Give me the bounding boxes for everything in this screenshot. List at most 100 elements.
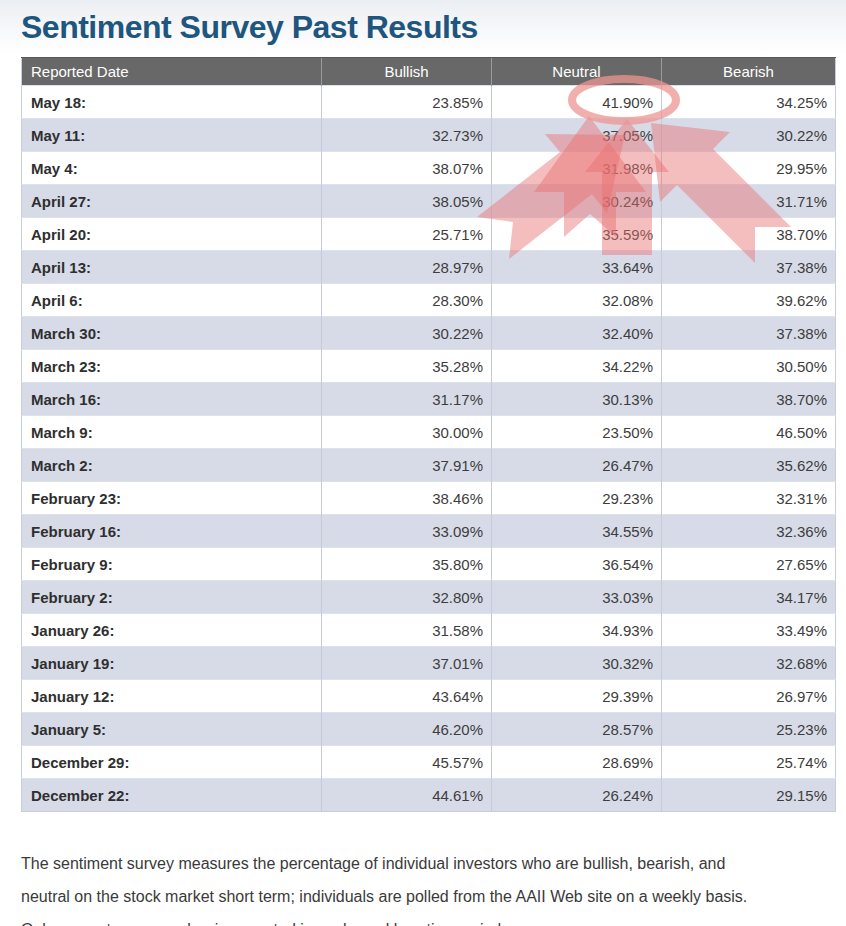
bearish-cell: 32.36% xyxy=(662,515,836,548)
date-cell: February 23: xyxy=(22,482,322,515)
date-cell: May 11: xyxy=(22,119,322,152)
column-header-bearish: Bearish xyxy=(662,58,836,86)
bullish-cell: 31.58% xyxy=(322,614,492,647)
bearish-cell: 26.97% xyxy=(662,680,836,713)
bullish-cell: 38.05% xyxy=(322,185,492,218)
neutral-cell: 23.50% xyxy=(492,416,662,449)
neutral-cell: 30.13% xyxy=(492,383,662,416)
survey-description: The sentiment survey measures the percen… xyxy=(21,847,826,926)
bearish-cell: 29.15% xyxy=(662,779,836,812)
bearish-cell: 38.70% xyxy=(662,218,836,251)
table-row: March 2:37.91%26.47%35.62% xyxy=(22,449,836,482)
table-row: April 20:25.71%35.59%38.70% xyxy=(22,218,836,251)
table-row: March 9:30.00%23.50%46.50% xyxy=(22,416,836,449)
neutral-cell: 31.98% xyxy=(492,152,662,185)
bearish-cell: 30.50% xyxy=(662,350,836,383)
date-cell: January 26: xyxy=(22,614,322,647)
bullish-cell: 28.30% xyxy=(322,284,492,317)
page: Sentiment Survey Past Results Reported D… xyxy=(0,0,846,926)
bearish-cell: 34.17% xyxy=(662,581,836,614)
table-row: February 16:33.09%34.55%32.36% xyxy=(22,515,836,548)
neutral-cell: 26.24% xyxy=(492,779,662,812)
table-header: Reported Date Bullish Neutral Bearish xyxy=(22,58,836,86)
table-row: December 29:45.57%28.69%25.74% xyxy=(22,746,836,779)
neutral-cell: 34.22% xyxy=(492,350,662,383)
table-body: May 18:23.85%41.90%34.25%May 11:32.73%37… xyxy=(22,86,836,812)
bullish-cell: 25.71% xyxy=(322,218,492,251)
bullish-cell: 45.57% xyxy=(322,746,492,779)
bullish-cell: 30.22% xyxy=(322,317,492,350)
survey-description-line: The sentiment survey measures the percen… xyxy=(21,847,826,880)
bearish-cell: 27.65% xyxy=(662,548,836,581)
column-header-bullish: Bullish xyxy=(322,58,492,86)
table-row: May 4:38.07%31.98%29.95% xyxy=(22,152,836,185)
table-header-row: Reported Date Bullish Neutral Bearish xyxy=(22,58,836,86)
table-row: March 30:30.22%32.40%37.38% xyxy=(22,317,836,350)
date-cell: May 4: xyxy=(22,152,322,185)
sentiment-results-table: Reported Date Bullish Neutral Bearish Ma… xyxy=(21,57,836,812)
neutral-cell: 35.59% xyxy=(492,218,662,251)
table-row: January 12:43.64%29.39%26.97% xyxy=(22,680,836,713)
date-cell: April 13: xyxy=(22,251,322,284)
date-cell: April 27: xyxy=(22,185,322,218)
table-row: April 27:38.05%30.24%31.71% xyxy=(22,185,836,218)
date-cell: January 12: xyxy=(22,680,322,713)
bearish-cell: 32.31% xyxy=(662,482,836,515)
neutral-cell: 41.90% xyxy=(492,86,662,119)
bullish-cell: 44.61% xyxy=(322,779,492,812)
neutral-cell: 33.64% xyxy=(492,251,662,284)
neutral-cell: 30.24% xyxy=(492,185,662,218)
neutral-cell: 34.55% xyxy=(492,515,662,548)
table-row: January 5:46.20%28.57%25.23% xyxy=(22,713,836,746)
table-row: February 2:32.80%33.03%34.17% xyxy=(22,581,836,614)
neutral-cell: 33.03% xyxy=(492,581,662,614)
table-row: April 6:28.30%32.08%39.62% xyxy=(22,284,836,317)
date-cell: December 29: xyxy=(22,746,322,779)
date-cell: March 9: xyxy=(22,416,322,449)
bullish-cell: 28.97% xyxy=(322,251,492,284)
bearish-cell: 38.70% xyxy=(662,383,836,416)
neutral-cell: 30.32% xyxy=(492,647,662,680)
bullish-cell: 46.20% xyxy=(322,713,492,746)
bearish-cell: 35.62% xyxy=(662,449,836,482)
bearish-cell: 25.74% xyxy=(662,746,836,779)
bearish-cell: 34.25% xyxy=(662,86,836,119)
bearish-cell: 31.71% xyxy=(662,185,836,218)
date-cell: April 20: xyxy=(22,218,322,251)
bullish-cell: 38.07% xyxy=(322,152,492,185)
date-cell: February 2: xyxy=(22,581,322,614)
date-cell: January 5: xyxy=(22,713,322,746)
survey-description-line: Only one vote per member is accepted in … xyxy=(21,913,826,926)
bearish-cell: 37.38% xyxy=(662,317,836,350)
table-row: February 23:38.46%29.23%32.31% xyxy=(22,482,836,515)
date-cell: March 23: xyxy=(22,350,322,383)
table-row: March 16:31.17%30.13%38.70% xyxy=(22,383,836,416)
bullish-cell: 33.09% xyxy=(322,515,492,548)
bullish-cell: 37.91% xyxy=(322,449,492,482)
bullish-cell: 32.73% xyxy=(322,119,492,152)
date-cell: January 19: xyxy=(22,647,322,680)
page-title: Sentiment Survey Past Results xyxy=(0,0,846,57)
neutral-cell: 32.40% xyxy=(492,317,662,350)
table-row: December 22:44.61%26.24%29.15% xyxy=(22,779,836,812)
table-row: March 23:35.28%34.22%30.50% xyxy=(22,350,836,383)
table-row: April 13:28.97%33.64%37.38% xyxy=(22,251,836,284)
date-cell: February 9: xyxy=(22,548,322,581)
bullish-cell: 37.01% xyxy=(322,647,492,680)
column-header-reported-date: Reported Date xyxy=(22,58,322,86)
survey-description-line: neutral on the stock market short term; … xyxy=(21,880,826,913)
date-cell: March 2: xyxy=(22,449,322,482)
bullish-cell: 31.17% xyxy=(322,383,492,416)
bearish-cell: 46.50% xyxy=(662,416,836,449)
date-cell: March 30: xyxy=(22,317,322,350)
bullish-cell: 35.80% xyxy=(322,548,492,581)
table-row: May 18:23.85%41.90%34.25% xyxy=(22,86,836,119)
bullish-cell: 35.28% xyxy=(322,350,492,383)
bearish-cell: 32.68% xyxy=(662,647,836,680)
neutral-cell: 37.05% xyxy=(492,119,662,152)
date-cell: April 6: xyxy=(22,284,322,317)
bullish-cell: 30.00% xyxy=(322,416,492,449)
date-cell: December 22: xyxy=(22,779,322,812)
table-row: February 9:35.80%36.54%27.65% xyxy=(22,548,836,581)
column-header-neutral: Neutral xyxy=(492,58,662,86)
